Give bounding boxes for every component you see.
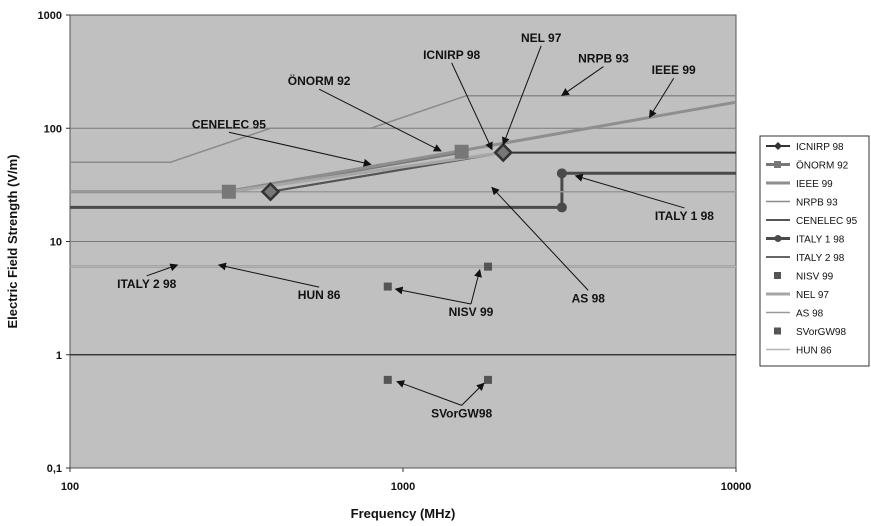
legend-marker bbox=[774, 161, 781, 168]
y-tick-label: 100 bbox=[44, 123, 62, 135]
annotation-label: ICNIRP 98 bbox=[423, 48, 480, 62]
annotation-arrow bbox=[574, 173, 685, 209]
legend-label: HUN 86 bbox=[796, 346, 832, 357]
annotation-arrow bbox=[649, 77, 675, 119]
legend-label: NEL 97 bbox=[796, 290, 829, 301]
series-group bbox=[70, 94, 737, 384]
annotation-arrow bbox=[396, 380, 462, 406]
annotation-arrow bbox=[470, 269, 482, 305]
annotation-label: ÖNORM 92 bbox=[288, 73, 351, 88]
legend-marker bbox=[774, 142, 782, 150]
series-line bbox=[70, 94, 736, 164]
legend-item: HUN 86 bbox=[766, 346, 832, 357]
annotation-label: CENELEC 95 bbox=[192, 117, 266, 131]
legend-item: CENELEC 95 bbox=[766, 216, 858, 227]
legend-item: ITALY 2 98 bbox=[766, 253, 845, 264]
annotation-label: AS 98 bbox=[572, 291, 606, 305]
annotation-label: ITALY 2 98 bbox=[117, 277, 176, 291]
annotation-label: NRPB 93 bbox=[578, 52, 629, 66]
data-point bbox=[484, 262, 493, 271]
data-point bbox=[260, 181, 281, 202]
annotation-arrow bbox=[491, 186, 589, 291]
y-axis-title: Electric Field Strength (V/m) bbox=[5, 154, 20, 328]
annotation-arrow bbox=[146, 263, 179, 277]
annotation-arrow bbox=[318, 88, 442, 152]
data-point bbox=[383, 375, 392, 384]
annotation-label: ITALY 1 98 bbox=[655, 209, 714, 223]
annotation-arrow bbox=[461, 382, 485, 406]
legend-label: SVorGW98 bbox=[796, 327, 846, 338]
legend-item: NEL 97 bbox=[766, 290, 829, 301]
legend-label: CENELEC 95 bbox=[796, 216, 858, 227]
annotation-arrow bbox=[561, 66, 604, 96]
data-point bbox=[454, 144, 469, 159]
legend-label: ÖNORM 92 bbox=[796, 160, 849, 172]
legend-item: IEEE 99 bbox=[766, 179, 833, 190]
series-line bbox=[70, 171, 736, 209]
x-tick-label: 100 bbox=[61, 481, 79, 493]
legend-item: NRPB 93 bbox=[766, 198, 838, 209]
data-point bbox=[493, 142, 514, 163]
data-point bbox=[556, 202, 567, 213]
legend-item: ÖNORM 92 bbox=[766, 160, 849, 172]
legend-label: NRPB 93 bbox=[796, 198, 838, 209]
annotation-label: IEEE 99 bbox=[652, 63, 696, 77]
legend-label: ITALY 1 98 bbox=[796, 235, 845, 246]
annotation-label: NISV 99 bbox=[449, 305, 494, 319]
legend-item: NISV 99 bbox=[774, 272, 834, 283]
annotation-arrow bbox=[217, 262, 320, 288]
legend-label: ITALY 2 98 bbox=[796, 253, 845, 264]
annotation-arrow bbox=[502, 45, 542, 146]
data-point bbox=[484, 375, 493, 384]
annotation-arrow bbox=[451, 62, 493, 151]
annotation-arrow bbox=[394, 286, 472, 305]
legend-marker bbox=[774, 327, 781, 335]
legend-item: ITALY 1 98 bbox=[766, 235, 845, 246]
series-line bbox=[228, 151, 504, 194]
y-tick-label: 0,1 bbox=[47, 463, 62, 475]
legend-label: NISV 99 bbox=[796, 272, 834, 283]
y-tick-label: 10 bbox=[50, 237, 62, 249]
annotation-arrow bbox=[228, 131, 372, 167]
y-tick-label: 1 bbox=[56, 350, 62, 362]
x-tick-label: 1000 bbox=[391, 481, 415, 493]
legend-marker bbox=[774, 235, 782, 242]
x-axis-title: Frequency (MHz) bbox=[351, 506, 456, 521]
annotation-label: SVorGW98 bbox=[431, 406, 492, 420]
annotation-label: NEL 97 bbox=[521, 31, 562, 45]
y-tick-label: 1000 bbox=[38, 10, 62, 22]
legend-label: AS 98 bbox=[796, 309, 824, 320]
legend-label: IEEE 99 bbox=[796, 179, 833, 190]
x-tick-label: 10000 bbox=[721, 481, 752, 493]
data-point bbox=[221, 184, 236, 199]
data-point bbox=[383, 282, 392, 291]
legend-label: ICNIRP 98 bbox=[796, 142, 844, 153]
legend-item: ICNIRP 98 bbox=[766, 142, 844, 153]
legend-item: SVorGW98 bbox=[774, 327, 846, 338]
annotation-label: HUN 86 bbox=[298, 288, 341, 302]
data-point bbox=[556, 168, 567, 179]
legend: ICNIRP 98 ÖNORM 92 IEEE 99 NRPB 93 CENELEC 9… bbox=[759, 135, 870, 367]
legend-item: AS 98 bbox=[766, 309, 824, 320]
legend-marker bbox=[774, 272, 781, 279]
